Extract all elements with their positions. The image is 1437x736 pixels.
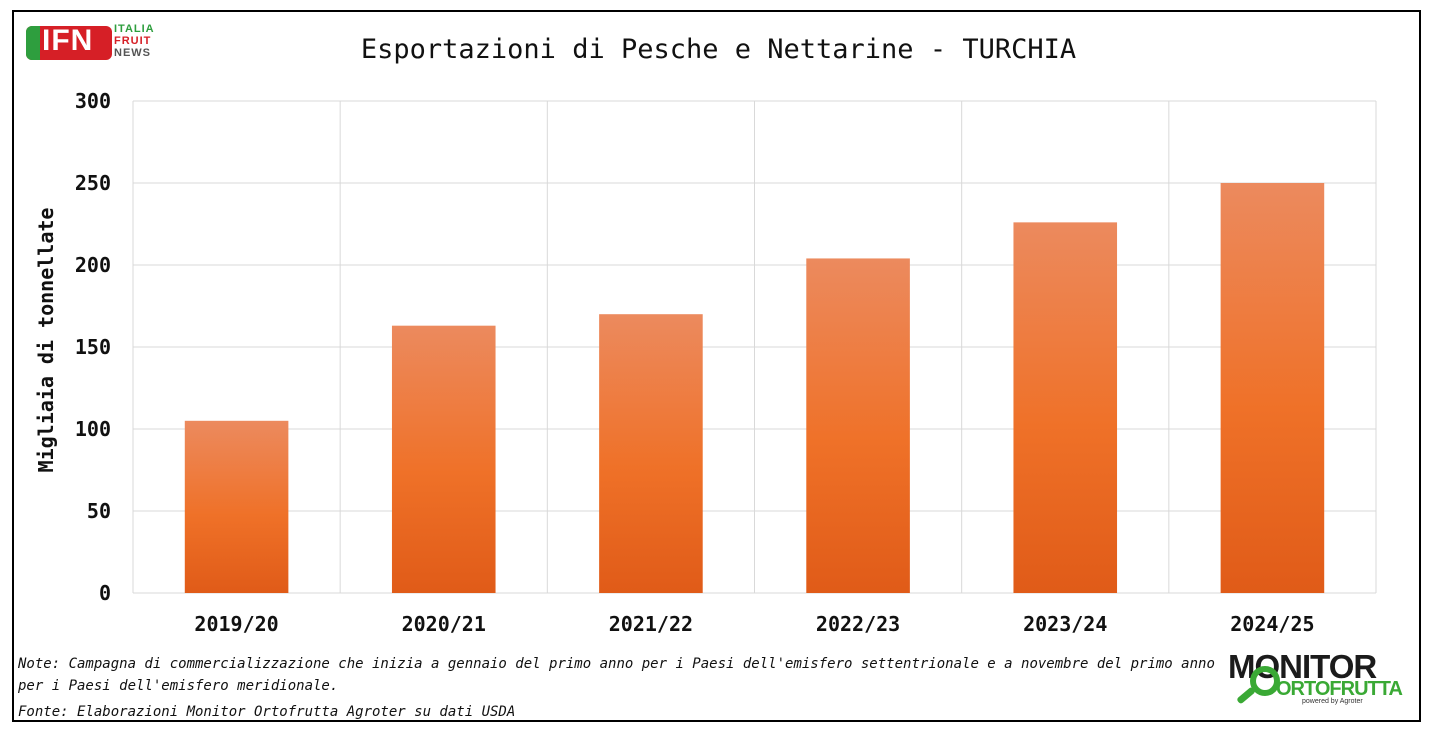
monitor-ortofrutta-logo: MONITOR ORTOFRUTTA powered by Agroter [1228,648,1418,710]
x-tick-label: 2023/24 [1023,612,1107,636]
y-tick-label: 50 [87,499,111,523]
footnote: Note: Campagna di commercializzazione ch… [18,656,1215,694]
magnifier-icon [1250,666,1280,696]
y-tick-label: 300 [75,89,111,113]
ifn-logo: IFN ITALIA FRUIT NEWS [26,22,171,64]
y-tick-label: 0 [99,581,111,605]
y-tick-label: 100 [75,417,111,441]
monitor-logo-subtitle: ORTOFRUTTA [1276,678,1403,700]
chart-frame [12,10,1421,722]
x-tick-label: 2020/21 [402,612,486,636]
ifn-logo-line1: ITALIA [114,23,155,35]
ifn-logo-green-block [26,26,40,60]
bar [391,325,496,593]
ifn-logo-red-block [26,26,112,60]
bar [806,258,910,593]
bar [1013,222,1118,594]
y-tick-label: 150 [75,335,111,359]
x-tick-label: 2019/20 [194,612,278,636]
ifn-logo-line3: NEWS [114,47,151,59]
ifn-logo-side: ITALIA FRUIT NEWS [114,23,155,59]
y-tick-label: 250 [75,171,111,195]
chart-title: Esportazioni di Pesche e Nettarine - TUR… [360,34,1077,65]
bar [1220,183,1325,593]
bar [599,314,703,593]
x-tick-label: 2021/22 [609,612,693,636]
y-tick-label: 200 [75,253,111,277]
bar [184,420,289,593]
x-tick-label: 2024/25 [1230,612,1314,636]
ifn-logo-line2: FRUIT [114,35,152,47]
monitor-logo-powered: powered by Agroter [1302,698,1363,705]
ifn-logo-text: IFN [42,24,94,57]
x-tick-label: 2022/23 [816,612,900,636]
magnifier-handle-icon [1236,686,1256,705]
source-note: Fonte: Elaborazioni Monitor Ortofrutta A… [18,704,516,720]
